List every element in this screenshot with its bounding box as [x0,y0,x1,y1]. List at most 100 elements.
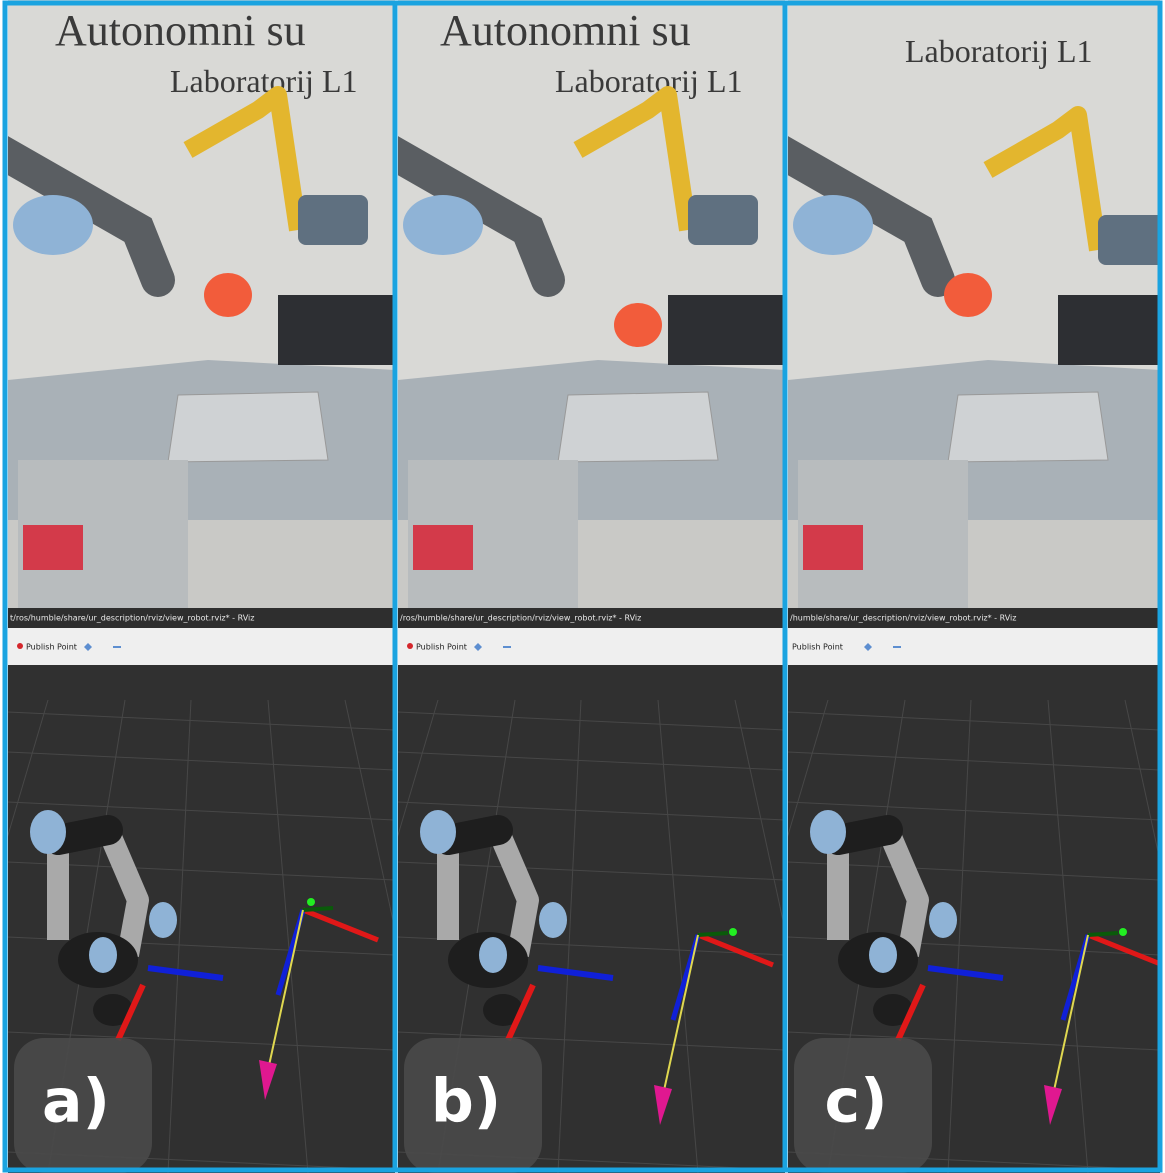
panel-label: c) [825,1067,888,1137]
robot-model [30,810,224,1042]
robot-model [420,810,614,1042]
yellow-robot [983,106,1107,252]
grid-line [788,861,1160,881]
robot-joint [539,902,567,938]
target-blue [670,934,701,1021]
panel-label: a) [42,1067,110,1137]
target-point [729,928,737,936]
target-red [1087,932,1160,967]
axis-blue [927,965,1004,981]
grid-line [1047,699,1089,1173]
target-green [1087,931,1119,937]
robot-link [43,815,123,855]
toolbar [398,628,785,665]
tool-publish-point: Publish Point [792,643,843,652]
grid-line [788,711,1160,731]
ur-joint [13,195,93,255]
robot-joint [929,902,957,938]
robot-joint [89,937,117,973]
robot-joint [149,902,177,938]
label-box [14,1038,152,1173]
ur-arm [398,136,565,297]
shelf [947,391,1109,463]
grid-line [398,711,785,731]
arrow-head [259,1060,277,1100]
target-green [697,931,729,937]
tool-icon [864,643,872,651]
tool-publish-point: Publish Point [416,643,467,652]
target-blue [275,909,306,996]
grid-line [657,699,699,1173]
wall-text: Laboratorij L1 [905,33,1092,69]
ur-arm [8,136,175,297]
grid-line [788,751,1160,771]
robot-model [810,810,1004,1042]
robot-base [1098,215,1160,265]
toolbar [8,628,395,665]
title-bar-text: /humble/share/ur_description/rviz/view_r… [790,614,1016,623]
target-red [302,907,379,943]
grid-line [398,861,785,881]
dark-box [278,295,395,365]
robot-joint [869,937,897,973]
grid-line [788,936,1160,956]
axis-red [895,983,926,1042]
robot-base [298,195,368,245]
gripper [944,273,992,317]
tool-publish-point: Publish Point [26,643,77,652]
grid-line [8,699,49,837]
grid-line [398,751,785,771]
target-point [1119,928,1127,936]
shelf [167,391,329,463]
axis-red [115,983,146,1042]
grid-line [734,699,785,932]
label-box [794,1038,932,1173]
yellow-robot [183,86,307,232]
robot-link [433,815,513,855]
robot-joint [420,810,456,854]
panel: Autonomni su Laboratorij L1 t/ros/humble/s… [8,0,395,1173]
arrow-shaft [662,934,699,1096]
ur-joint [793,195,873,255]
grid-line [788,699,829,837]
label-box [404,1038,542,1173]
sticker [23,525,83,570]
arrow-shaft [1052,934,1089,1096]
title-bar-text: /ros/humble/share/ur_description/rviz/vi… [400,614,641,623]
robot-joint [479,937,507,973]
arrow-shaft [267,909,304,1071]
robot-link [823,815,903,855]
title-bar [788,608,1160,628]
dark-box [1058,295,1160,365]
wall-text: Autonomni su [55,6,306,55]
tool-icon [474,643,482,651]
grid-line [1124,699,1160,864]
grid-line [267,699,309,1173]
arrow-head [654,1085,672,1125]
panel-label: b) [431,1067,501,1137]
axis-blue [537,965,614,981]
grid-line [788,801,1160,821]
panel: Laboratorij L1/humble/share/ur_descripti… [788,0,1160,1173]
target-blue [1060,934,1091,1021]
target-green [302,906,334,912]
arrow-head [1044,1085,1062,1125]
target-red [697,932,774,968]
grid-line [8,1031,395,1051]
grid-line [947,699,972,1173]
grid-line [398,1031,785,1051]
gripper [204,273,252,317]
toolbar [788,628,1160,665]
sticker [413,525,473,570]
grid-line [8,711,395,731]
robot-base [483,994,523,1026]
axis-blue [147,965,224,981]
grid-line [8,861,395,881]
robot-joint [30,810,66,854]
sticker [803,525,863,570]
gripper [614,303,662,347]
yellow-robot [573,86,697,232]
panel-border [782,0,1163,1173]
robot-base [688,195,758,245]
